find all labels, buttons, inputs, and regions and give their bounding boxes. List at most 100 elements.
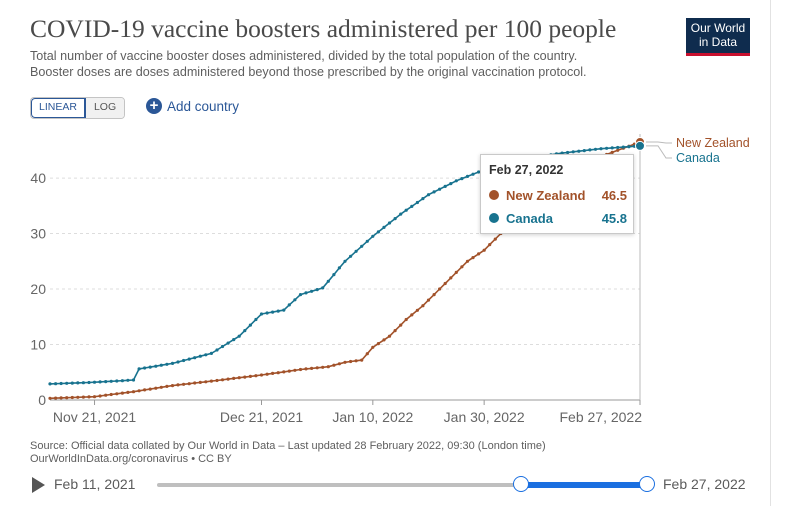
data-point-canada <box>415 200 419 205</box>
data-point-new-zealand <box>365 352 369 356</box>
data-point-canada <box>593 147 598 151</box>
data-point-new-zealand <box>310 366 314 370</box>
data-point-canada <box>410 204 414 208</box>
timeline-start-handle[interactable] <box>513 476 529 492</box>
source-line-2[interactable]: OurWorldInData.org/coronavirus • CC BY <box>30 453 232 465</box>
endpoint-marker-canada <box>635 140 645 151</box>
data-point-canada <box>232 338 236 342</box>
data-point-new-zealand <box>276 371 280 375</box>
data-point-canada <box>176 360 180 364</box>
data-point-new-zealand <box>387 334 392 338</box>
owid-logo[interactable]: Our World in Data <box>686 18 750 56</box>
data-point-new-zealand <box>454 270 458 274</box>
data-point-new-zealand <box>287 369 291 373</box>
data-point-canada <box>577 149 581 153</box>
data-point-canada <box>131 378 136 382</box>
tooltip-date: Feb 27, 2022 <box>489 163 564 177</box>
add-country-label: Add country <box>167 98 240 114</box>
timeline-slider: Feb 11, 2021 Feb 27, 2022 <box>30 472 760 498</box>
y-tick-label: 10 <box>30 337 46 353</box>
data-point-canada <box>621 145 625 149</box>
x-tick-label: Feb 27, 2022 <box>559 409 642 425</box>
data-point-canada <box>120 379 124 383</box>
series-label-new-zealand: New Zealand <box>676 136 750 150</box>
data-point-canada <box>349 254 353 258</box>
data-point-new-zealand <box>271 371 275 375</box>
chart-title: COVID-19 vaccine boosters administered p… <box>30 14 617 43</box>
data-point-new-zealand <box>237 376 241 380</box>
data-point-new-zealand <box>460 265 464 269</box>
data-point-new-zealand <box>198 380 202 384</box>
data-point-canada <box>443 184 447 188</box>
data-point-new-zealand <box>315 366 319 370</box>
data-point-canada <box>182 358 186 363</box>
data-point-canada <box>566 150 570 155</box>
data-point-new-zealand <box>337 362 341 366</box>
data-point-canada <box>54 382 58 386</box>
data-point-new-zealand <box>354 359 358 363</box>
tooltip-dot-canada <box>489 213 499 223</box>
data-point-canada <box>92 380 97 384</box>
data-point-new-zealand <box>98 394 102 398</box>
x-tick-label: Jan 30, 2022 <box>444 409 525 425</box>
data-point-canada <box>165 362 169 366</box>
data-point-new-zealand <box>493 237 497 241</box>
data-point-canada <box>70 381 74 385</box>
data-point-canada <box>226 341 230 345</box>
data-point-canada <box>382 225 386 229</box>
subtitle-line-2: Booster doses are doses administered bey… <box>30 64 587 79</box>
data-point-new-zealand <box>148 387 152 391</box>
data-point-new-zealand <box>48 396 52 400</box>
data-point-canada <box>399 212 403 216</box>
subtitle-line-1: Total number of vaccine booster doses ad… <box>30 49 578 63</box>
hover-tooltip: Feb 27, 2022 New Zealand 46.5 Canada 45.… <box>480 154 634 234</box>
data-point-canada <box>265 311 269 315</box>
data-point-new-zealand <box>349 359 353 364</box>
x-tick-label: Jan 10, 2022 <box>332 409 413 425</box>
tooltip-row-canada: Canada 45.8 <box>489 209 627 227</box>
log-scale-button[interactable]: LOG <box>85 98 125 118</box>
data-point-new-zealand <box>298 367 303 372</box>
timeline-end-handle[interactable] <box>639 476 655 492</box>
data-point-canada <box>215 348 219 352</box>
data-point-canada <box>115 379 119 383</box>
data-point-new-zealand <box>65 396 69 400</box>
data-point-new-zealand <box>399 323 403 327</box>
data-point-canada <box>354 249 358 253</box>
data-point-new-zealand <box>254 374 258 378</box>
data-point-canada <box>360 244 364 248</box>
data-point-canada <box>204 353 208 357</box>
data-point-new-zealand <box>170 384 175 388</box>
timeline-start-label: Feb 11, 2021 <box>54 476 136 492</box>
chart-subtitle: Total number of vaccine booster doses ad… <box>30 49 670 80</box>
logo-line-1: Our World <box>690 21 746 35</box>
timeline-end-label: Feb 27, 2022 <box>663 476 746 492</box>
data-point-new-zealand <box>465 259 470 263</box>
data-point-canada <box>220 344 225 349</box>
data-point-new-zealand <box>343 360 347 364</box>
data-point-canada <box>471 172 475 176</box>
data-point-new-zealand <box>87 395 91 399</box>
data-point-new-zealand <box>488 243 492 247</box>
line-chart[interactable]: 0 10 20 30 40 Nov 21, 2021 Dec 21, 2021 Jan 10,… <box>0 0 770 440</box>
data-point-new-zealand <box>382 338 386 342</box>
play-icon[interactable] <box>32 477 45 493</box>
data-point-new-zealand <box>471 256 475 260</box>
linear-scale-button[interactable]: LINEAR <box>31 98 86 118</box>
logo-line-2: in Data <box>698 35 738 49</box>
data-point-new-zealand <box>376 342 380 346</box>
tooltip-name-canada: Canada <box>506 210 553 226</box>
data-point-canada <box>154 364 158 368</box>
data-point-new-zealand <box>159 385 163 389</box>
timeline-track[interactable] <box>157 483 647 487</box>
data-point-new-zealand <box>76 395 80 399</box>
data-point-canada <box>605 146 609 150</box>
data-point-new-zealand <box>204 380 208 384</box>
data-point-new-zealand <box>209 379 213 383</box>
data-point-canada <box>98 380 102 384</box>
data-point-new-zealand <box>120 391 124 395</box>
data-point-canada <box>271 310 275 314</box>
data-point-canada <box>371 234 375 238</box>
add-country-button[interactable]: + Add country <box>146 98 239 114</box>
tooltip-row-new-zealand: New Zealand 46.5 <box>489 186 627 204</box>
